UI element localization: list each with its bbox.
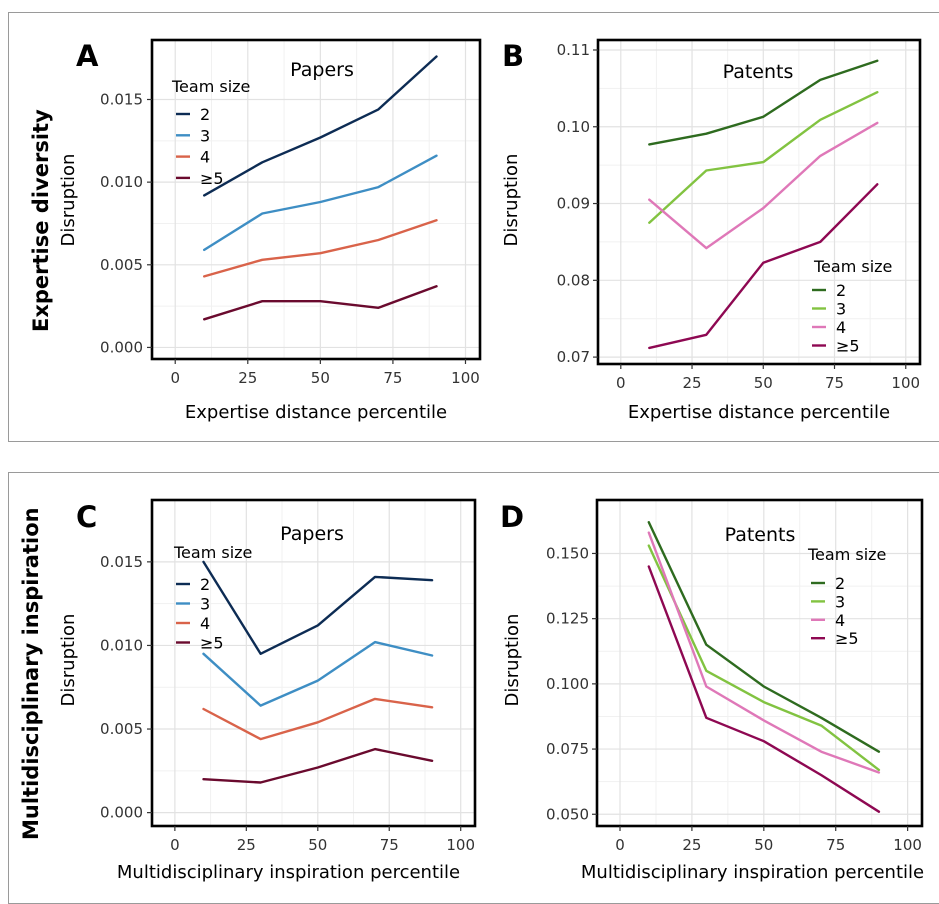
panel-b-x-tick-label: 100 (891, 374, 920, 392)
panel-a-legend-label-3: 4 (200, 148, 210, 167)
panel-a-x-axis-label: Expertise distance percentile (185, 402, 447, 423)
panel-d-y-tick-label: 0.125 (546, 610, 589, 628)
panel-c-y-tick-label: 0.015 (100, 553, 143, 571)
panel-c-x-tick-label: 100 (446, 836, 475, 854)
panel-d-legend-label-1: 2 (835, 574, 845, 593)
panel-a-series-line-4 (202, 285, 438, 321)
panel-b-legend-label-3: 4 (836, 318, 846, 337)
panel-d-y-tick-label: 0.150 (546, 544, 589, 562)
panel-b-frame (596, 38, 922, 366)
panel-d-x-tick-label: 25 (682, 836, 701, 854)
panel-d-x-tick-label: 100 (893, 836, 922, 854)
panel-c-y-tick-label: 0.000 (100, 804, 143, 822)
panel-c-x-tick-label: 75 (380, 836, 399, 854)
panel-c-y-tick-label: 0.005 (100, 720, 143, 738)
panel-d-x-tick-label: 75 (826, 836, 845, 854)
panel-d-series-line-3 (647, 531, 881, 774)
panel-a-x-tick-label: 25 (238, 369, 257, 387)
panel-b-y-tick-label: 0.11 (557, 41, 590, 59)
panel-c-y-axis-label: Disruption (58, 614, 79, 707)
panel-a-series-line-1 (202, 55, 438, 197)
panel-b-legend-label-4: ≥5 (836, 337, 860, 356)
panel-b-x-tick-label: 25 (682, 374, 701, 392)
panel-d-legend-title: Team size (807, 545, 886, 564)
panel-b-y-tick-label: 0.09 (557, 195, 590, 213)
panel-c-legend-label-4: ≥5 (200, 634, 224, 653)
panel-a-title: Papers (290, 59, 354, 81)
panel-c-x-tick-label: 50 (308, 836, 327, 854)
panel-c-legend-label-2: 3 (200, 595, 210, 614)
panel-d-x-tick-label: 0 (615, 836, 625, 854)
panel-a-legend-title: Team size (171, 77, 250, 96)
panel-b-y-tick-label: 0.10 (557, 118, 590, 136)
panel-b-title: Patents (723, 61, 794, 83)
panel-c-series-line-4 (202, 747, 434, 784)
panel-b-series-line-4 (648, 183, 879, 350)
panel-d-series-line-1 (647, 521, 881, 753)
panel-b-x-tick-label: 0 (616, 374, 626, 392)
panel-a-y-tick-label: 0.010 (100, 173, 143, 191)
panel-a-legend-label-1: 2 (200, 105, 210, 124)
panel-a-y-tick-label: 0.005 (100, 256, 143, 274)
panel-b-series-line-2 (648, 90, 879, 224)
panel-d-x-tick-label: 50 (754, 836, 773, 854)
panel-b-x-tick-label: 50 (754, 374, 773, 392)
panel-c-title: Papers (280, 523, 344, 545)
panel-c-series-line-1 (202, 560, 434, 655)
panel-c-series-line-3 (202, 697, 434, 741)
panel-a-x-tick-label: 100 (451, 369, 480, 387)
panel-c-legend-label-1: 2 (200, 575, 210, 594)
panel-b-series-line-3 (648, 121, 879, 250)
panel-a-x-tick-label: 50 (311, 369, 330, 387)
panel-d-series-line-2 (647, 544, 881, 772)
panel-d-frame (595, 498, 924, 828)
panel-b-legend-label-1: 2 (836, 281, 846, 300)
panel-a-y-axis-label: Disruption (58, 154, 79, 247)
panel-c-x-axis-label: Multidisciplinary inspiration percentile (117, 862, 460, 883)
panel-a-frame (150, 38, 482, 361)
panel-b-y-axis-label: Disruption (501, 154, 522, 247)
panel-b-x-tick-label: 75 (825, 374, 844, 392)
panel-c-plot-area (152, 500, 475, 826)
panel-b-y-tick-label: 0.07 (557, 348, 590, 366)
panel-b-series-line-1 (648, 59, 879, 146)
panel-c-letter: C (76, 500, 97, 534)
panel-c-series-line-2 (202, 640, 434, 707)
panel-d-letter: D (500, 500, 524, 534)
panel-d-y-tick-label: 0.100 (546, 675, 589, 693)
panel-d-series-line-4 (647, 565, 881, 813)
panel-a-y-tick-label: 0.015 (100, 91, 143, 109)
panel-c-x-tick-label: 25 (237, 836, 256, 854)
panel-b-legend-title: Team size (813, 257, 892, 276)
panel-a-x-tick-label: 0 (170, 369, 180, 387)
panel-a-legend-label-4: ≥5 (200, 169, 224, 188)
panel-d-x-axis-label: Multidisciplinary inspiration percentile (581, 862, 924, 883)
panel-c-legend-label-3: 4 (200, 614, 210, 633)
panel-d-legend-label-3: 4 (835, 611, 845, 630)
panel-c-legend-title: Team size (173, 543, 252, 562)
panel-c-frame (150, 498, 477, 828)
panel-b-legend-label-2: 3 (836, 300, 846, 319)
panel-a-x-tick-label: 75 (383, 369, 402, 387)
panel-d-plot-area (597, 500, 922, 826)
panel-d-y-tick-label: 0.075 (546, 740, 589, 758)
panel-c-x-tick-label: 0 (170, 836, 180, 854)
panel-d-legend-label-2: 3 (835, 592, 845, 611)
panel-a-series-line-2 (202, 154, 438, 252)
panel-c-y-tick-label: 0.010 (100, 636, 143, 654)
panel-a-y-tick-label: 0.000 (100, 338, 143, 356)
panel-a-series-line-3 (202, 218, 438, 278)
panel-a-letter: A (76, 39, 99, 73)
panel-b-letter: B (502, 39, 524, 73)
panel-b-y-tick-label: 0.08 (557, 271, 590, 289)
panel-a-legend-label-2: 3 (200, 126, 210, 145)
panel-b-x-axis-label: Expertise distance percentile (628, 402, 890, 423)
panel-d-legend-label-4: ≥5 (835, 629, 859, 648)
panel-d-y-tick-label: 0.050 (546, 805, 589, 823)
panel-d-title: Patents (725, 524, 796, 546)
panel-d-y-axis-label: Disruption (502, 614, 523, 707)
